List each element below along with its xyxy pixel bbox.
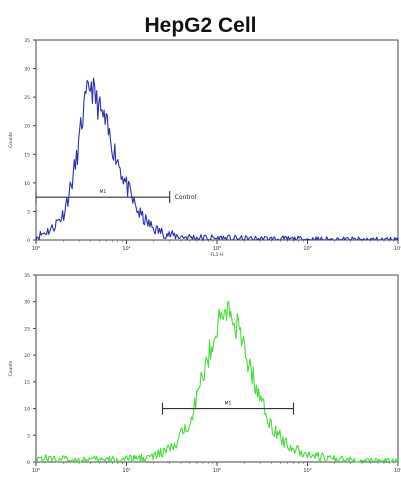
x-axis-label: FL1-H — [211, 252, 224, 258]
y-tick-label: 10 — [24, 407, 30, 413]
histogram-line — [35, 300, 399, 463]
y-tick-label: 0 — [27, 460, 30, 466]
histogram-line — [35, 77, 399, 241]
y-tick-label: 25 — [24, 326, 30, 332]
y-tick-label: 35 — [24, 273, 30, 279]
chart-title: HepG2 Cell — [144, 14, 257, 37]
bottom-histogram-panel: 0 5 10 15 20 25 30 35 Counts 10⁰ 10¹ 10² 10³ 10⁴ M1 — [8, 273, 401, 474]
y-tick-label: 5 — [27, 433, 30, 439]
gate-label: M1 — [99, 189, 106, 195]
x-tick-label: 10¹ — [122, 468, 130, 474]
x-tick-label: 10³ — [303, 468, 311, 474]
y-tick-label: 20 — [24, 353, 30, 359]
y-tick-label: 25 — [24, 95, 30, 101]
plot-frame — [35, 274, 399, 463]
y-tick-label: 20 — [24, 124, 30, 130]
y-tick-label: 30 — [24, 67, 30, 73]
y-tick-label: 30 — [24, 300, 30, 306]
x-tick-label: 10³ — [303, 246, 311, 252]
y-axis-label: Counts — [8, 131, 14, 147]
x-tick-label: 10¹ — [122, 246, 130, 252]
plot-frame — [35, 39, 399, 241]
y-tick-label: 15 — [24, 380, 30, 386]
y-axis-label: Counts — [8, 360, 14, 376]
y-tick-label: 5 — [27, 209, 30, 215]
y-tick-label: 15 — [24, 152, 30, 158]
gate-annotation: Control — [175, 194, 197, 201]
x-tick-label: 10⁴ — [394, 468, 401, 474]
x-tick-label: 10² — [213, 246, 221, 252]
x-tick-label: 10⁴ — [394, 246, 401, 252]
y-tick-label: 10 — [24, 181, 30, 187]
x-tick-label: 10⁰ — [32, 246, 40, 252]
gate-label: M1 — [225, 401, 232, 407]
x-tick-label: 10² — [213, 468, 221, 474]
top-histogram-panel: 0 5 10 15 20 25 30 35 Counts 10⁰ 10¹ 10² 10³ 10⁴ FL1-H… — [8, 38, 401, 258]
x-tick-label: 10⁰ — [32, 468, 40, 474]
y-tick-label: 35 — [24, 38, 30, 44]
y-tick-label: 0 — [27, 238, 30, 244]
